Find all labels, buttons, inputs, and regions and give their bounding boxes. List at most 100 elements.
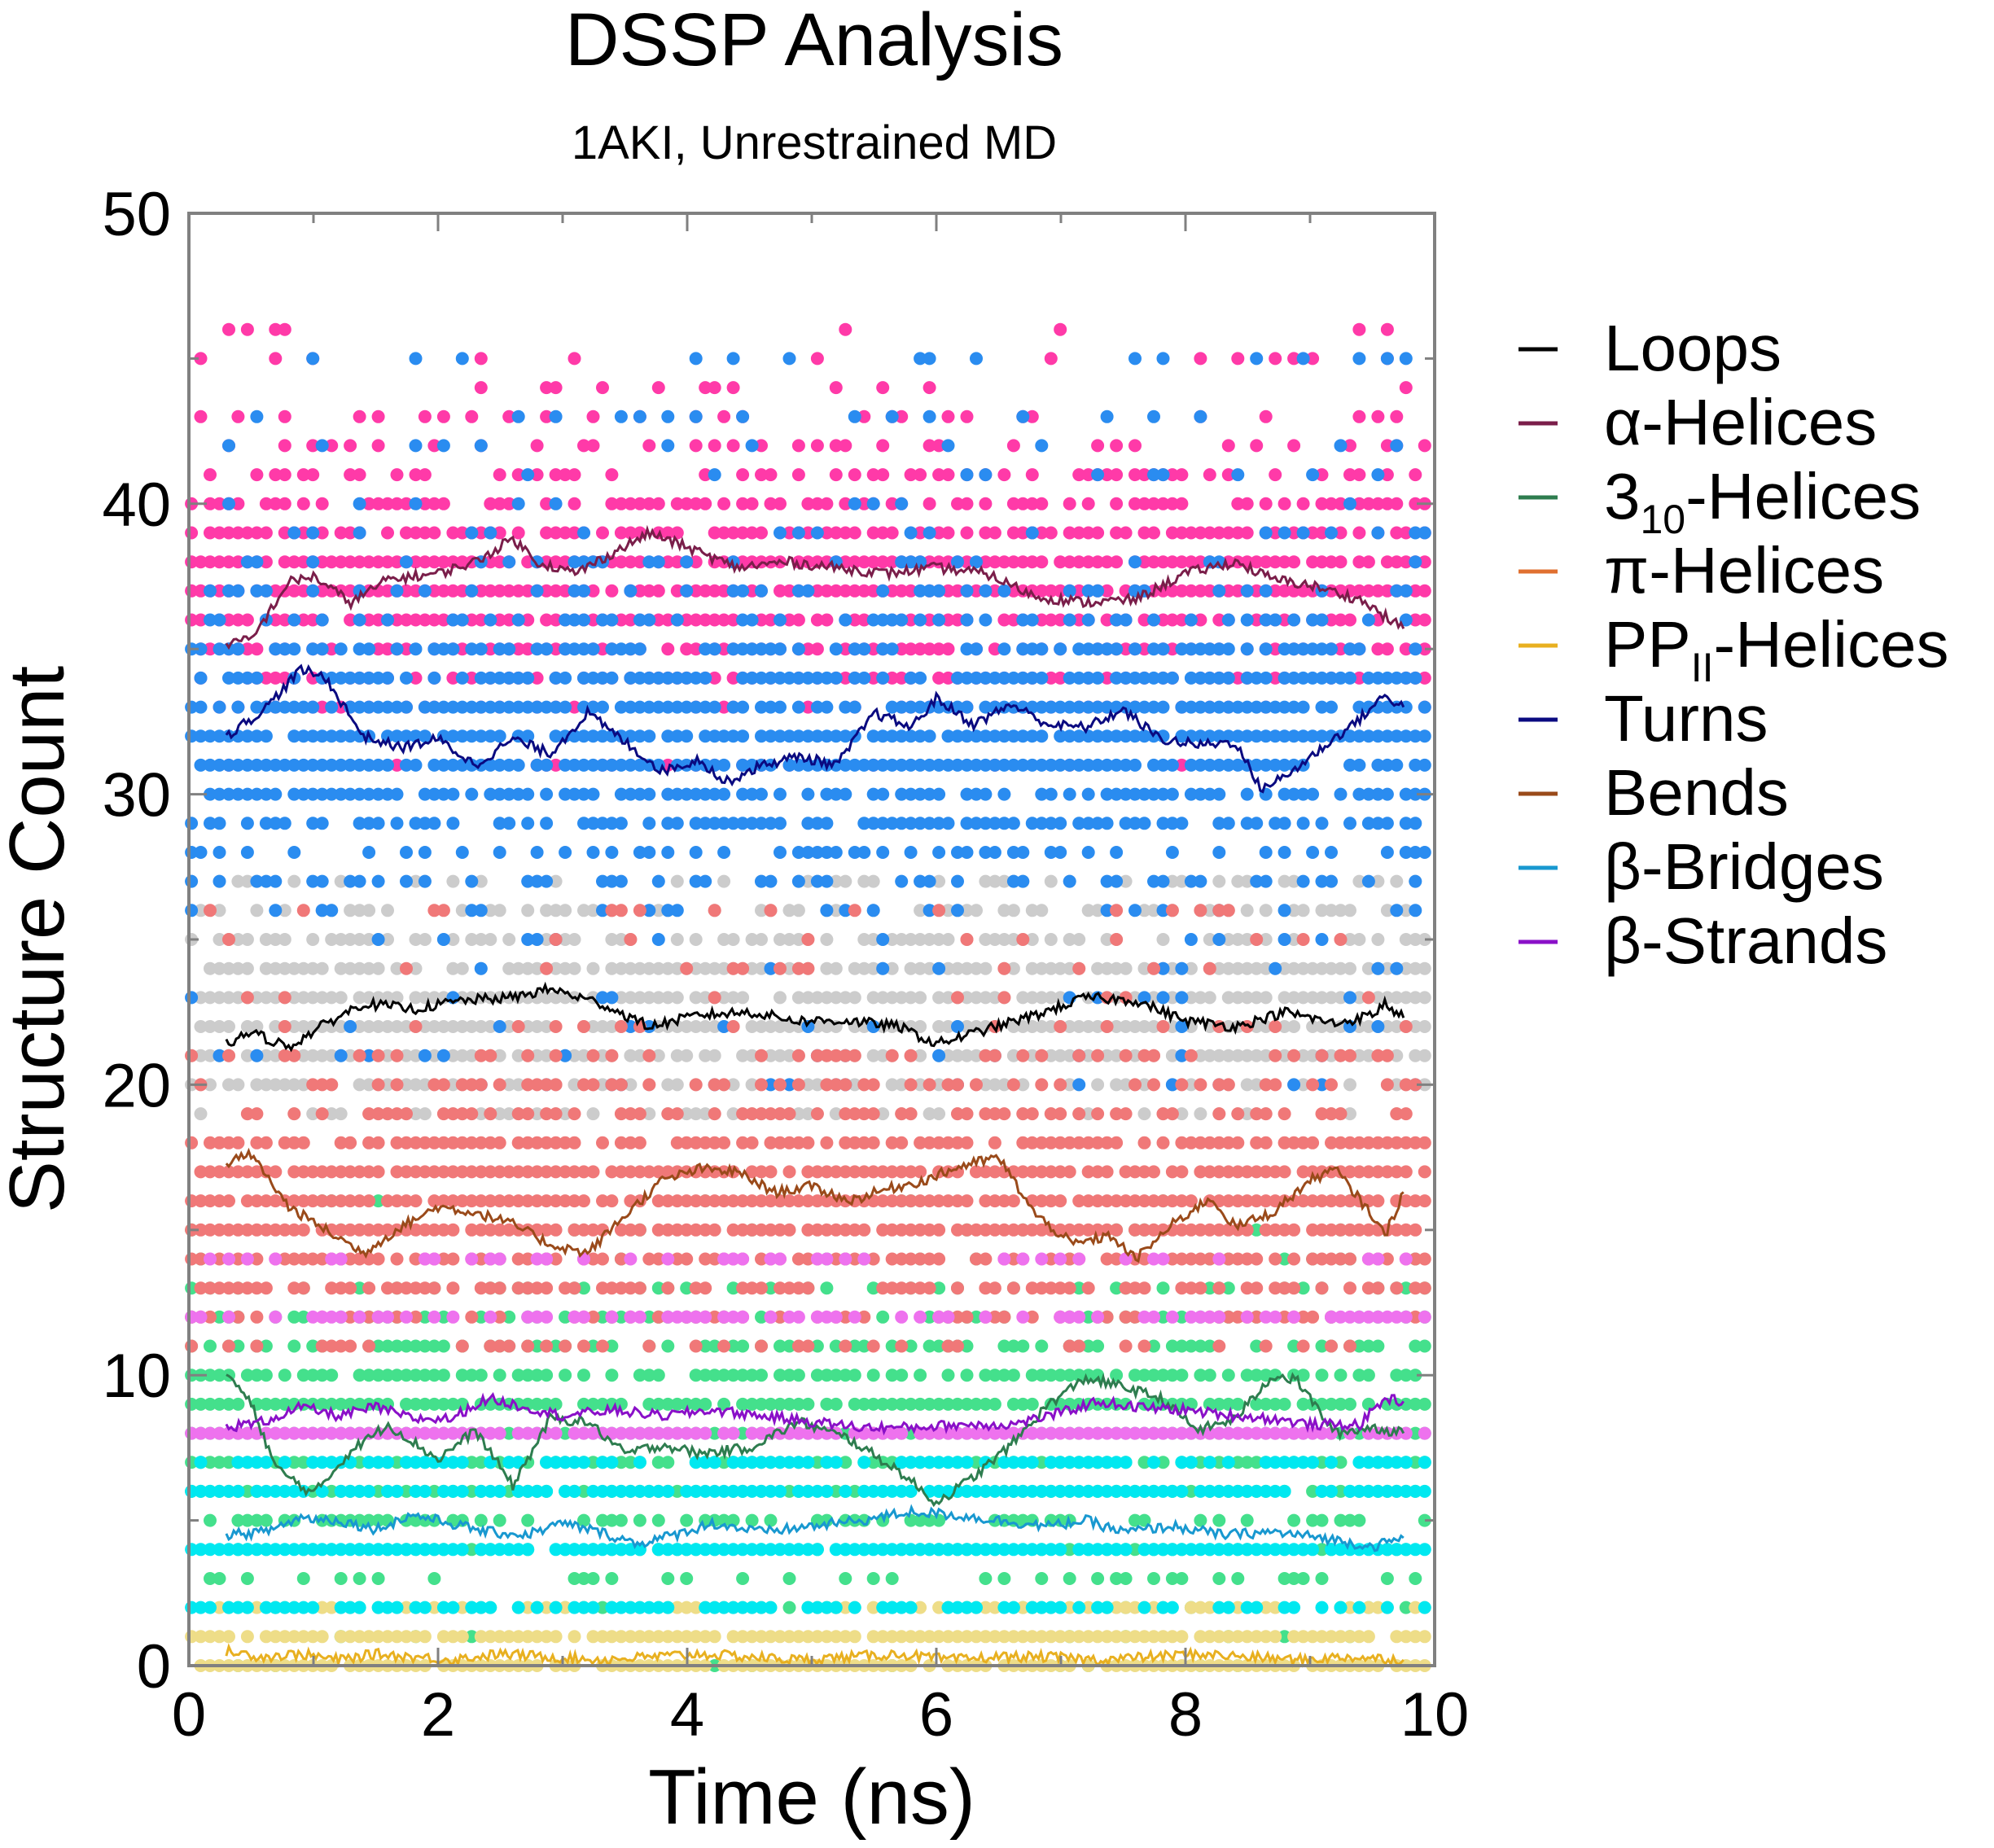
dot [755,1368,768,1382]
dot [306,584,320,598]
dot [988,642,1001,656]
dot [1250,1049,1264,1062]
dot [651,904,665,917]
dot [839,1601,852,1614]
dot [1006,961,1020,975]
dot [1399,381,1413,395]
dot [839,904,852,917]
dot [1334,961,1348,975]
dot [904,584,918,598]
dot [1165,1339,1179,1353]
dot [1231,729,1245,743]
dot [455,1107,469,1121]
dot [1296,700,1310,714]
dot [1409,468,1422,482]
dot [1054,1281,1067,1295]
dot [549,1630,563,1644]
dot [755,642,768,656]
dot [231,874,245,888]
dot [1380,1078,1394,1092]
dot [1016,1107,1030,1121]
dot [1380,352,1394,366]
dot [306,1165,320,1179]
dot [1240,1107,1254,1121]
dot [726,1630,740,1644]
dot [511,1252,525,1266]
dot [895,642,909,656]
dot [914,1020,927,1033]
dot [306,1339,320,1353]
dot [1361,1601,1375,1614]
dot [1063,584,1076,598]
dot [1203,991,1216,1005]
dot [1296,874,1310,888]
dot [400,874,413,888]
dot [213,1223,226,1237]
dot [1119,874,1133,888]
dot [1147,874,1160,888]
dot [371,1107,385,1121]
dot [1147,555,1160,569]
dot [624,642,638,656]
dot [400,729,413,743]
dot [315,555,329,569]
dot [204,758,217,772]
dot [773,933,787,946]
dot [306,961,320,975]
dot [418,526,432,540]
dot [876,555,890,569]
dot [1184,1601,1198,1614]
dot [549,671,563,685]
dot [390,613,404,627]
dot [549,526,563,540]
dot [559,961,572,975]
dot [334,1194,348,1208]
dot [885,1194,899,1208]
dot [1035,1194,1049,1208]
dot [315,1078,329,1092]
dot [353,700,366,714]
dot [1306,671,1320,685]
dot [1156,1136,1170,1150]
dot [1156,787,1170,801]
dot [194,758,208,772]
dot [1128,1165,1142,1179]
dot [764,468,778,482]
dot [605,1630,619,1644]
dot [1269,729,1282,743]
dot [1315,700,1329,714]
dot [353,497,366,510]
dot [708,1136,721,1150]
dot [801,787,815,801]
dot [1016,1049,1030,1062]
dot [895,1252,909,1266]
dot [605,1020,619,1033]
dot [726,526,740,540]
dot [521,729,535,743]
dot [194,846,208,859]
dot [773,787,787,801]
dot [1380,961,1394,975]
dot [782,933,796,946]
dot [1100,1049,1114,1062]
dot [465,787,479,801]
dot [559,933,572,946]
dot [1418,1281,1431,1295]
dot [1315,729,1329,743]
dot [418,1310,432,1324]
dot [559,468,572,482]
dot [315,526,329,540]
dot [296,555,310,569]
dot [1137,1456,1151,1469]
dot [904,991,918,1005]
dot [960,787,974,801]
dot [670,526,684,540]
dot [1137,1630,1151,1644]
dot [240,1513,254,1527]
dot [1296,671,1310,685]
dot [231,1339,245,1353]
dot [1091,1078,1105,1092]
dot [427,1339,441,1353]
dot [1287,642,1301,656]
dot [782,671,796,685]
